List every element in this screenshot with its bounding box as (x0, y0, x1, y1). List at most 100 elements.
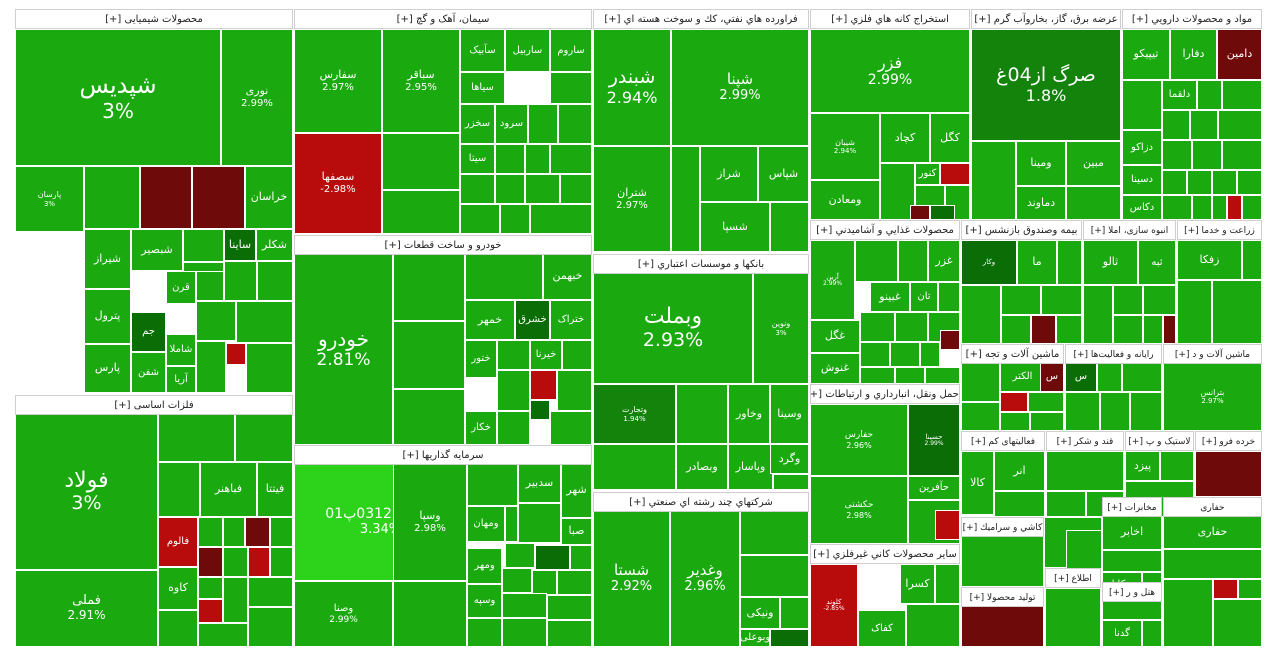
treemap-cell[interactable] (880, 163, 915, 220)
treemap-cell[interactable] (532, 570, 557, 595)
treemap-tile[interactable]: غبینو (870, 282, 910, 312)
treemap-tile[interactable]: سرود (495, 104, 528, 144)
sector-title[interactable]: فعالیتهای کم [+] (961, 431, 1045, 451)
treemap-cell[interactable] (1195, 451, 1262, 497)
treemap-tile[interactable]: انر (994, 451, 1045, 491)
treemap-tile[interactable]: دزاکو (1122, 130, 1162, 165)
treemap-cell[interactable] (1212, 195, 1227, 220)
sector-title[interactable]: بیمه وصندوق بازنشس [+] (961, 220, 1082, 240)
treemap-tile[interactable]: کنور (915, 163, 940, 185)
treemap-cell[interactable] (382, 133, 460, 190)
treemap-cell[interactable] (248, 577, 293, 607)
treemap-cell[interactable] (890, 342, 920, 367)
treemap-cell[interactable] (895, 312, 928, 342)
treemap-cell[interactable] (1213, 579, 1238, 599)
treemap-cell[interactable] (1163, 315, 1176, 344)
treemap-cell[interactable] (860, 367, 895, 384)
treemap-cell[interactable] (223, 547, 248, 577)
treemap-cell[interactable] (1242, 195, 1262, 220)
treemap-tile[interactable]: سیاها (460, 72, 505, 104)
sector-title[interactable]: استخراج كانه هاي فلزي [+] (810, 9, 970, 29)
treemap-cell[interactable] (1143, 285, 1176, 315)
treemap-cell[interactable] (898, 240, 928, 282)
treemap-tile[interactable]: فیتتا (257, 462, 293, 517)
treemap-cell[interactable] (1045, 588, 1101, 647)
sector-title[interactable]: مواد و محصولات دارويي [+] (1122, 9, 1262, 29)
treemap-tile[interactable]: صبا (561, 518, 592, 545)
sector-title[interactable]: انبوه سازی، املا [+] (1083, 220, 1176, 240)
treemap-tile[interactable]: سیتا (460, 144, 495, 174)
sector-title[interactable]: محصولات شیمیایی [+] (15, 9, 293, 29)
treemap-cell[interactable] (1160, 451, 1194, 481)
treemap-tile[interactable]: ومعادن (810, 180, 880, 220)
treemap-cell[interactable] (502, 593, 547, 618)
treemap-cell[interactable] (860, 342, 890, 367)
treemap-cell[interactable] (393, 321, 465, 389)
treemap-cell[interactable] (1122, 362, 1162, 392)
treemap-cell[interactable] (1197, 80, 1222, 110)
treemap-cell[interactable] (158, 610, 198, 647)
treemap-cell[interactable] (525, 174, 560, 204)
treemap-cell[interactable] (1212, 170, 1237, 195)
treemap-cell[interactable] (961, 605, 1044, 647)
treemap-tile[interactable]: پارس (84, 344, 131, 393)
treemap-cell[interactable] (1031, 315, 1056, 344)
treemap-cell[interactable] (497, 340, 530, 370)
treemap-cell[interactable] (860, 312, 895, 342)
treemap-cell[interactable] (940, 163, 970, 185)
treemap-tile[interactable]: شکلر (256, 229, 293, 261)
treemap-tile[interactable]: تان (910, 282, 938, 312)
treemap-tile[interactable]: آرین 2.99% (810, 240, 855, 320)
sector-title[interactable]: عرضه برق، گاز، بخاروآب گرم [+] (971, 9, 1121, 29)
sector-title[interactable]: سیمان، آهک و گچ [+] (294, 9, 592, 29)
treemap-cell[interactable] (550, 144, 592, 174)
treemap-tile[interactable]: حفارس 2.96% (810, 404, 908, 476)
treemap-tile[interactable]: خمهر (465, 300, 515, 340)
treemap-tile[interactable]: صرگ از04غ 1.8% (971, 29, 1121, 141)
treemap-tile[interactable]: پترول (84, 289, 131, 344)
treemap-cell[interactable] (1041, 285, 1082, 315)
treemap-cell[interactable] (198, 577, 223, 599)
treemap-cell[interactable] (770, 629, 809, 647)
treemap-cell[interactable] (505, 506, 518, 542)
treemap-tile[interactable]: زفکا (1177, 240, 1242, 280)
treemap-cell[interactable] (1028, 392, 1064, 412)
treemap-cell[interactable] (994, 491, 1045, 517)
sector-title[interactable]: كاشي و سراميك [+] (961, 517, 1044, 537)
treemap-cell[interactable] (740, 555, 809, 597)
sector-title[interactable]: شركتهاي چند رشته اي صنعتي [+] (593, 492, 809, 512)
treemap-cell[interactable] (270, 547, 293, 577)
treemap-tile[interactable]: کالا (961, 451, 994, 515)
treemap-tile[interactable]: ختراک (550, 300, 592, 340)
treemap-tile[interactable]: وگرد (770, 444, 809, 474)
treemap-cell[interactable] (1177, 280, 1212, 344)
treemap-tile[interactable]: حفاری (1163, 515, 1262, 549)
treemap-tile[interactable]: آریا (166, 366, 196, 393)
treemap-tile[interactable]: شپدیس 3% (15, 29, 221, 166)
treemap-cell[interactable] (460, 174, 495, 204)
treemap-tile[interactable]: فملی 2.91% (15, 570, 158, 647)
sector-title[interactable]: حمل ونقل، انبارداري و ارتباطات [+] (810, 384, 960, 404)
treemap-cell[interactable] (192, 166, 245, 229)
treemap-cell[interactable] (1163, 549, 1262, 579)
treemap-tile[interactable]: ثبه (1138, 240, 1176, 285)
treemap-tile[interactable]: کگل (930, 113, 970, 163)
sector-title[interactable]: ساير محصولات كاني غيرفلزي [+] (810, 544, 960, 564)
treemap-cell[interactable] (382, 190, 460, 234)
treemap-cell[interactable] (500, 204, 530, 234)
treemap-cell[interactable] (550, 72, 592, 104)
sector-title[interactable]: سرمایه گذاریها [+] (294, 445, 592, 465)
treemap-cell[interactable] (1066, 530, 1102, 570)
treemap-tile[interactable]: ساربیل (505, 29, 550, 72)
treemap-cell[interactable] (495, 174, 525, 204)
treemap-tile[interactable]: اخابر (1102, 515, 1162, 550)
treemap-tile[interactable]: س (1065, 362, 1097, 392)
treemap-cell[interactable] (560, 174, 592, 204)
treemap-tile[interactable]: دفارا (1170, 29, 1217, 80)
treemap-cell[interactable] (246, 343, 293, 393)
treemap-tile[interactable]: سدبیر (518, 463, 561, 503)
treemap-tile[interactable]: تیپیکو (1122, 29, 1170, 80)
treemap-cell[interactable] (1046, 491, 1086, 517)
treemap-tile[interactable]: سخزر (460, 104, 495, 144)
treemap-tile[interactable]: خودرو 2.81% (294, 253, 393, 445)
